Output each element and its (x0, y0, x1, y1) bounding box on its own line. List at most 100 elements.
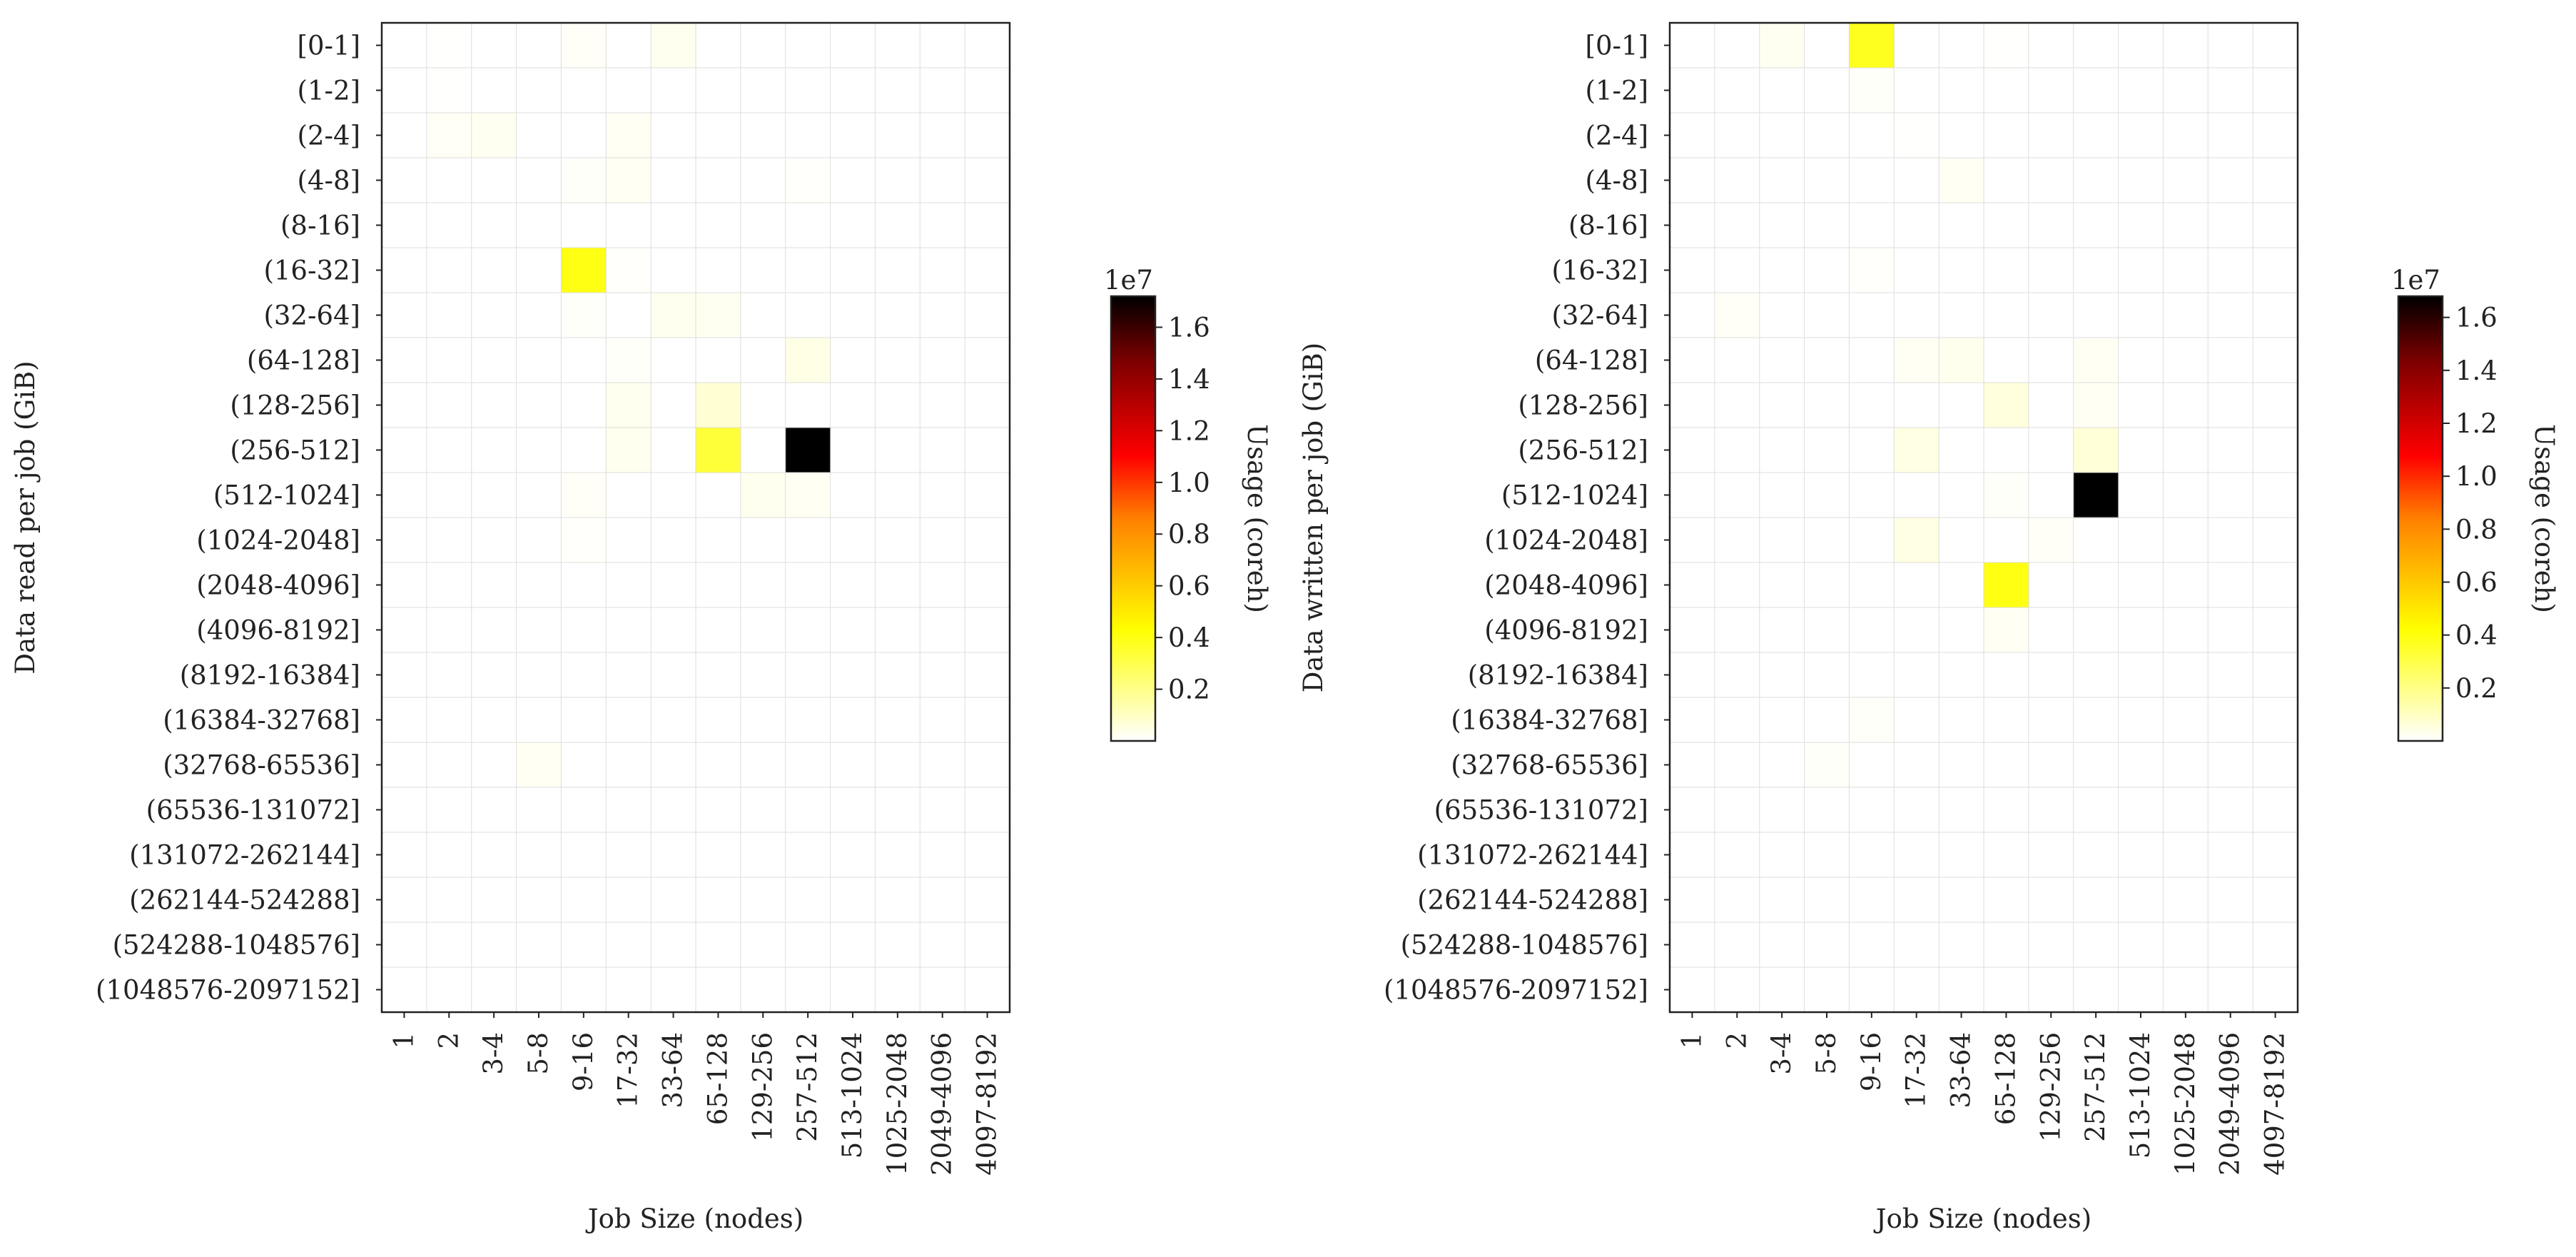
colorbar-tick-label: 0.2 (2455, 673, 2498, 704)
heatmap-cell (2073, 428, 2119, 473)
colorbar-tick-label: 0.6 (2455, 567, 2498, 598)
x-tick-label: 17-32 (613, 1032, 644, 1109)
heatmap-cell (426, 113, 472, 158)
heatmap-cell (740, 473, 786, 518)
heatmap-cell (651, 293, 696, 338)
heatmap-cell (606, 113, 651, 158)
x-tick-label: 3-4 (1766, 1032, 1797, 1075)
x-tick-label: 1025-2048 (882, 1032, 913, 1176)
y-tick-label: (262144-524288] (1417, 885, 1648, 916)
colorbar-tick-label: 1.2 (2455, 408, 2498, 439)
x-tick-label: 5-8 (523, 1032, 554, 1075)
heatmap-cell (1984, 23, 2029, 69)
heatmap-cell (696, 428, 741, 473)
y-tick-label: (32768-65536] (1451, 750, 1648, 781)
heatmap-cell (1804, 742, 1850, 788)
y-tick-label: (8-16] (280, 211, 360, 241)
heatmap-cell (1984, 473, 2029, 518)
colorbar-label: Usage (coreh) (1242, 424, 1272, 613)
heatmap-cell (651, 23, 696, 69)
heatmap-cell (785, 338, 831, 383)
y-tick-label: (16384-32768] (163, 705, 360, 736)
x-tick-label: 65-128 (1990, 1032, 2021, 1125)
x-tick-label: 129-256 (2035, 1032, 2066, 1142)
y-tick-label: (1024-2048] (1484, 525, 1648, 556)
y-tick-label: (32-64] (1551, 301, 1648, 331)
heatmap-panel-1: [0-1] (1-2] (2-4] (4-8] (8-16] (16-32] (32-64]… (10, 21, 1272, 1234)
heatmap-cell (516, 742, 562, 788)
colorbar-tick-label: 0.6 (1168, 571, 1210, 602)
heatmap-cell (561, 518, 607, 563)
y-tick-label: (1048576-2097152] (96, 975, 360, 1006)
y-tick-label: (1048576-2097152] (1384, 975, 1648, 1006)
heatmap-cell (1714, 293, 1760, 338)
heatmap-cell (1894, 113, 1939, 158)
y-tick-label: (524288-1048576] (1401, 930, 1648, 961)
heatmap-cell (1759, 23, 1805, 69)
x-tick-label: 1 (1676, 1032, 1707, 1049)
x-tick-label: 2 (433, 1032, 464, 1049)
heatmap-cell (1849, 697, 1895, 743)
y-tick-label: (8192-16384] (1468, 660, 1648, 691)
heatmap-cell (561, 293, 607, 338)
colorbar-tick-label: 0.4 (1168, 622, 1210, 653)
plot-frame (1668, 21, 2299, 1014)
heatmap-cell (2073, 338, 2119, 383)
x-tick-label: 4097-8192 (972, 1032, 1003, 1176)
heatmap-cell (1984, 607, 2029, 653)
y-tick-label: (512-1024] (213, 480, 360, 511)
y-tick-label: (64-128] (1535, 345, 1648, 376)
heatmap-cell (1849, 248, 1895, 293)
heatmap-cell (785, 473, 831, 518)
heatmap-cell (1939, 158, 1984, 203)
heatmap-cell (696, 293, 741, 338)
y-tick-label: (4-8] (298, 166, 360, 196)
x-tick-label: 17-32 (1901, 1032, 1932, 1109)
heatmap-cell (561, 158, 607, 203)
y-tick-label: (2-4] (298, 121, 360, 151)
heatmap-cell (1894, 338, 1939, 383)
heatmap-cell (2028, 518, 2074, 563)
x-tick-label: 257-512 (792, 1032, 823, 1142)
y-tick-label: (131072-262144] (129, 840, 360, 871)
heatmap-cell (606, 383, 651, 428)
colorbar-tick-label: 0.8 (2455, 514, 2498, 545)
colorbar-tick-label: 1.6 (1168, 312, 1210, 343)
plot-frame (380, 21, 1011, 1014)
x-tick-label: 9-16 (568, 1032, 599, 1091)
colorbar-tick-label: 0.8 (1168, 519, 1210, 550)
x-tick-label: 513-1024 (837, 1032, 868, 1158)
heatmap-cell (785, 158, 831, 203)
y-tick-label: (32768-65536] (163, 750, 360, 781)
colorbar-tick-label: 1.2 (1168, 415, 1210, 446)
x-tick-label: 4097-8192 (2260, 1032, 2291, 1176)
heatmap-cell (561, 248, 607, 293)
heatmap-cell (561, 473, 607, 518)
y-tick-label: (16-32] (263, 256, 360, 286)
y-tick-label: (65536-131072] (146, 795, 360, 826)
x-tick-label: 2 (1721, 1032, 1752, 1049)
y-tick-label: (2-4] (1586, 121, 1648, 151)
y-axis-label: Data written per job (GiB) (1298, 343, 1329, 693)
y-tick-label: (8-16] (1568, 211, 1648, 241)
x-tick-label: 3-4 (478, 1032, 509, 1075)
colorbar-label: Usage (coreh) (2529, 424, 2560, 613)
y-axis-label: Data read per job (GiB) (10, 360, 41, 674)
x-tick-label: 33-64 (658, 1032, 689, 1109)
heatmap-cell (1894, 518, 1939, 563)
heatmap-cell (471, 113, 517, 158)
colorbar-tick-label: 1.0 (1168, 468, 1210, 498)
x-tick-label: 1 (388, 1032, 419, 1049)
y-tick-label: (131072-262144] (1417, 840, 1648, 871)
y-tick-label: (2048-4096] (1484, 570, 1648, 601)
x-axis-label: Job Size (nodes) (1873, 1203, 2091, 1234)
colorbar-gradient (1110, 295, 1157, 742)
heatmap-cell (426, 23, 472, 69)
heatmap-cell (785, 428, 831, 473)
heatmap-cell (426, 68, 472, 113)
y-tick-label: (8192-16384] (180, 660, 360, 691)
x-tick-label: 257-512 (2080, 1032, 2111, 1142)
heatmap-cell (606, 428, 651, 473)
colorbar: 0.2 0.4 0.6 0.8 1.0 1.2 1.4 1.6 1e7 Usage (coreh) (2391, 265, 2560, 742)
